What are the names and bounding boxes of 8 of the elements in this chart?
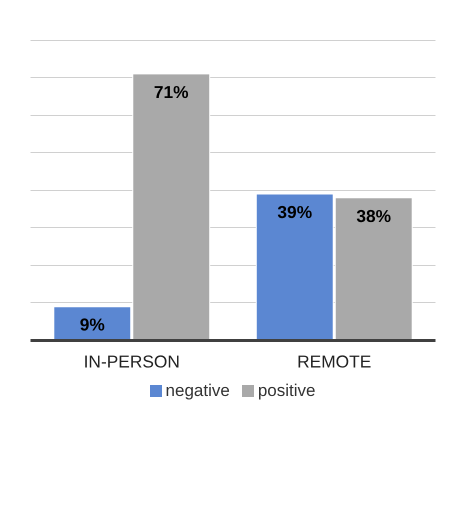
legend-label: positive <box>258 380 316 402</box>
data-label: 71% <box>154 82 189 102</box>
data-label: 39% <box>277 202 312 222</box>
data-label: 9% <box>80 314 105 335</box>
data-label: 38% <box>356 206 392 226</box>
x-tick-label: IN-PERSON <box>84 352 180 372</box>
x-tick-label: REMOTE <box>297 352 372 372</box>
legend-label: negative <box>166 380 230 402</box>
